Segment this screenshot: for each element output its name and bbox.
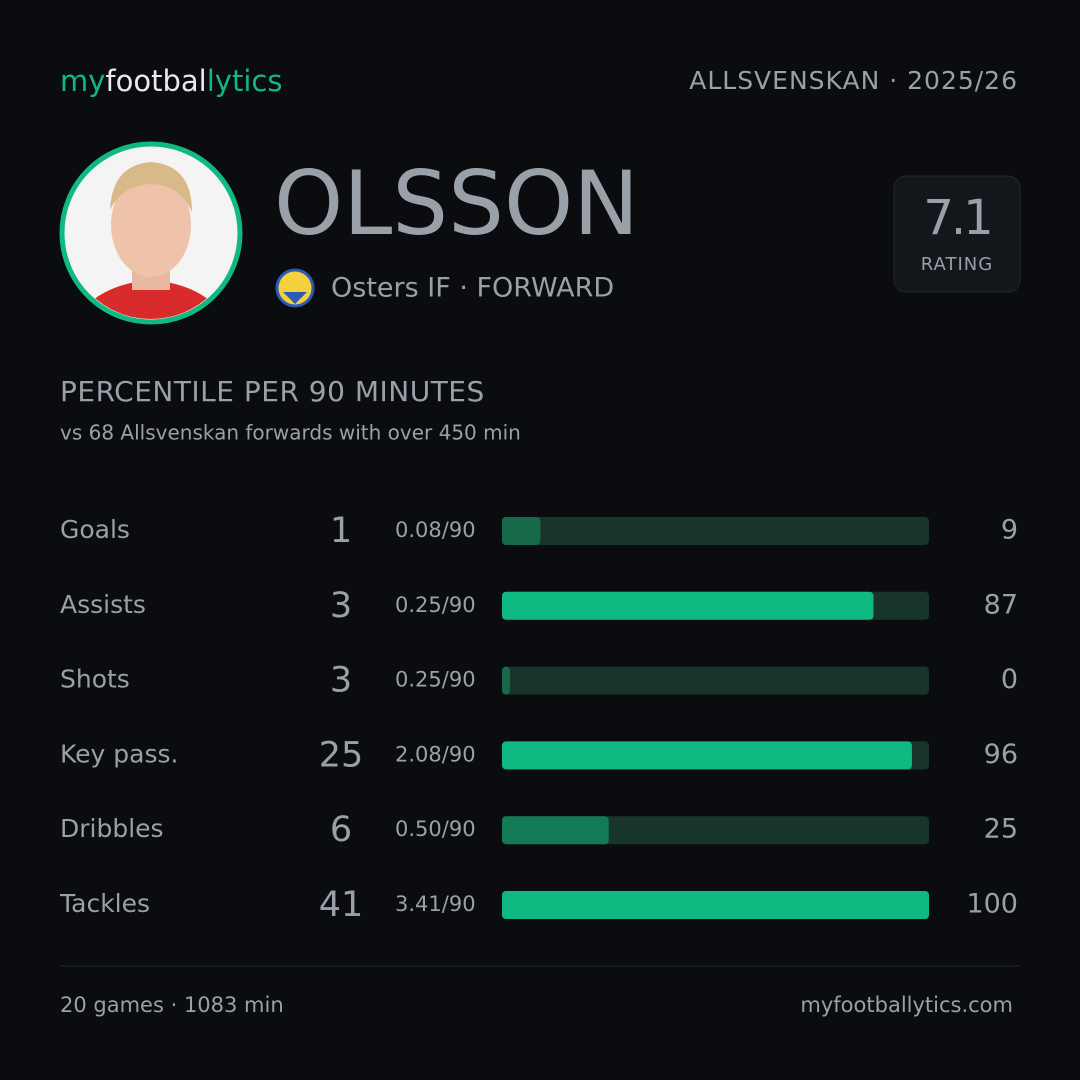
- avatar: [59, 141, 243, 325]
- stat-label: Dribbles: [60, 814, 164, 843]
- player-name: OLSSON: [274, 152, 639, 255]
- bar: [502, 591, 874, 620]
- stat-per90: 3.41/90: [395, 892, 476, 916]
- rating: 7.1: [923, 190, 990, 246]
- bar-track: [502, 517, 929, 545]
- team-badge: [275, 268, 315, 308]
- section-title: PERCENTILE PER 90 MINUTES: [60, 375, 485, 408]
- bar: [502, 517, 541, 545]
- stat-percentile: 96: [984, 739, 1018, 770]
- stat-rows: Goals 1 0.08/90 9 Assists 3 0.25/90 87 Shots 3 0.2…: [59, 511, 1018, 925]
- team-position: Osters IF · FORWARD: [331, 273, 614, 304]
- section-subtitle: vs 68 Allsvenskan forwards with over 450…: [60, 421, 521, 445]
- stat-total: 3: [330, 586, 352, 626]
- bar: [502, 891, 929, 919]
- footer-right: myfootballytics.com: [800, 993, 1013, 1017]
- brand: myfootballytics: [60, 64, 282, 98]
- stat-percentile: 0: [1001, 664, 1018, 695]
- stat-per90: 2.08/90: [395, 742, 476, 766]
- stat-per90: 0.25/90: [395, 593, 476, 617]
- rating-box: [893, 175, 1021, 293]
- stat-per90: 0.25/90: [395, 668, 476, 692]
- brand-part: my: [60, 64, 105, 98]
- stat-label: Tackles: [59, 889, 150, 918]
- stat-label: Goals: [60, 515, 130, 544]
- bar-track: [502, 666, 929, 695]
- footer-left: 20 games · 1083 min: [60, 993, 284, 1017]
- bar: [502, 666, 510, 695]
- bar: [502, 816, 609, 845]
- stat-total: 1: [330, 511, 352, 551]
- stat-total: 3: [330, 661, 352, 701]
- stat-label: Key pass.: [60, 739, 178, 768]
- stat-label: Assists: [60, 590, 146, 619]
- stat-label: Shots: [60, 665, 130, 694]
- competition: ALLSVENSKAN · 2025/26: [689, 66, 1018, 95]
- rating-label: RATING: [921, 254, 993, 275]
- stat-percentile: 87: [984, 589, 1018, 620]
- stat-percentile: 9: [1001, 515, 1018, 546]
- brand-part: footbal: [105, 64, 206, 98]
- stat-total: 41: [319, 885, 364, 925]
- stat-percentile: 25: [984, 814, 1018, 845]
- stat-total: 25: [319, 735, 364, 775]
- bar: [502, 741, 912, 770]
- stat-per90: 0.50/90: [395, 817, 476, 841]
- stat-per90: 0.08/90: [395, 518, 476, 542]
- stat-total: 6: [330, 810, 352, 850]
- brand-part: lytics: [207, 64, 283, 98]
- stat-percentile: 100: [966, 889, 1018, 920]
